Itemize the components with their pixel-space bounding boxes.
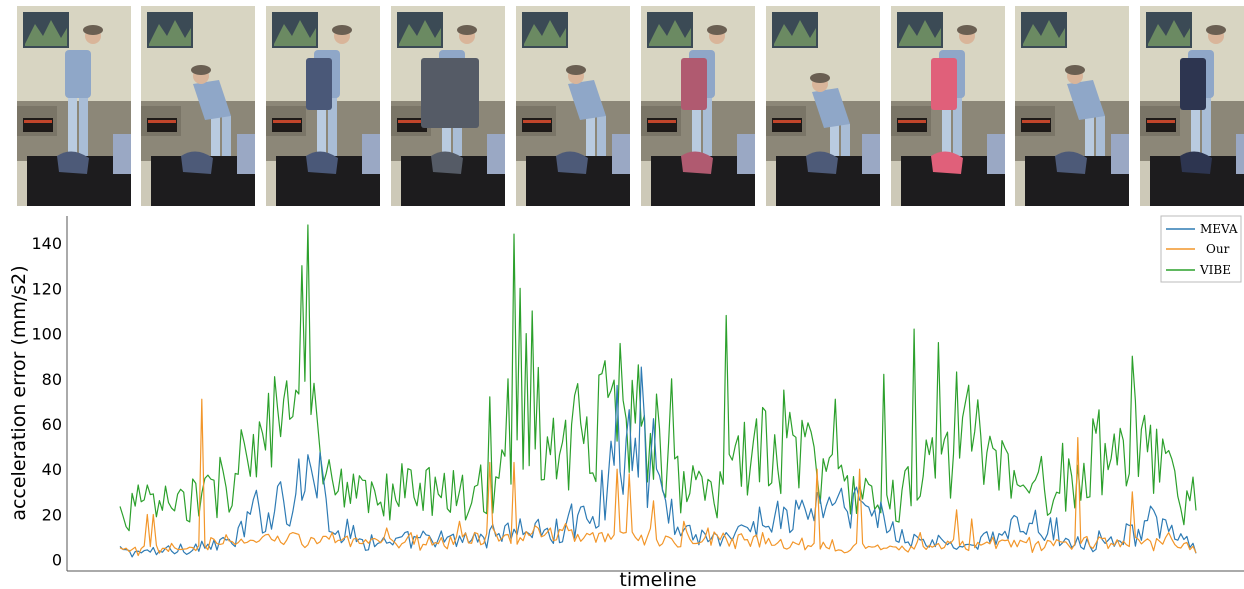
video-frame: [891, 6, 1005, 206]
acceleration-error-chart: 0 20 40 60 80 100 120 140 acceleration error (m…: [8, 215, 1244, 589]
legend: MEVA Our VIBE: [1160, 215, 1242, 283]
video-frame: [266, 6, 380, 206]
y-tick-label: 120: [31, 279, 62, 298]
video-frame: [766, 6, 880, 206]
video-frame: [1015, 6, 1129, 206]
series-line-meva: [119, 366, 1197, 558]
y-tick-label: 20: [42, 505, 62, 524]
video-frame: [391, 6, 505, 206]
video-frame: [1140, 6, 1244, 206]
y-tick-labels: 0 20 40 60 80 100 120 140: [31, 234, 62, 570]
y-tick-label: 80: [42, 370, 62, 389]
y-axis-title: acceleration error (mm/s2): [8, 265, 30, 520]
y-tick-label: 0: [52, 551, 62, 570]
video-frame: [516, 6, 630, 206]
legend-label-vibe: VIBE: [1199, 263, 1231, 277]
y-tick-label: 40: [42, 460, 62, 479]
series-lines: [119, 224, 1197, 558]
video-frame: [141, 6, 255, 206]
legend-label-our: Our: [1206, 242, 1230, 256]
y-tick-label: 140: [31, 234, 62, 253]
video-frames-strip: [0, 0, 1244, 210]
y-tick-label: 60: [42, 415, 62, 434]
series-line-our: [119, 398, 1197, 557]
video-frame: [17, 6, 131, 206]
series-line-vibe: [119, 224, 1197, 532]
legend-label-meva: MEVA: [1200, 222, 1238, 236]
y-tick-label: 100: [31, 325, 62, 344]
x-axis-title: timeline: [619, 569, 696, 589]
video-frame: [641, 6, 755, 206]
